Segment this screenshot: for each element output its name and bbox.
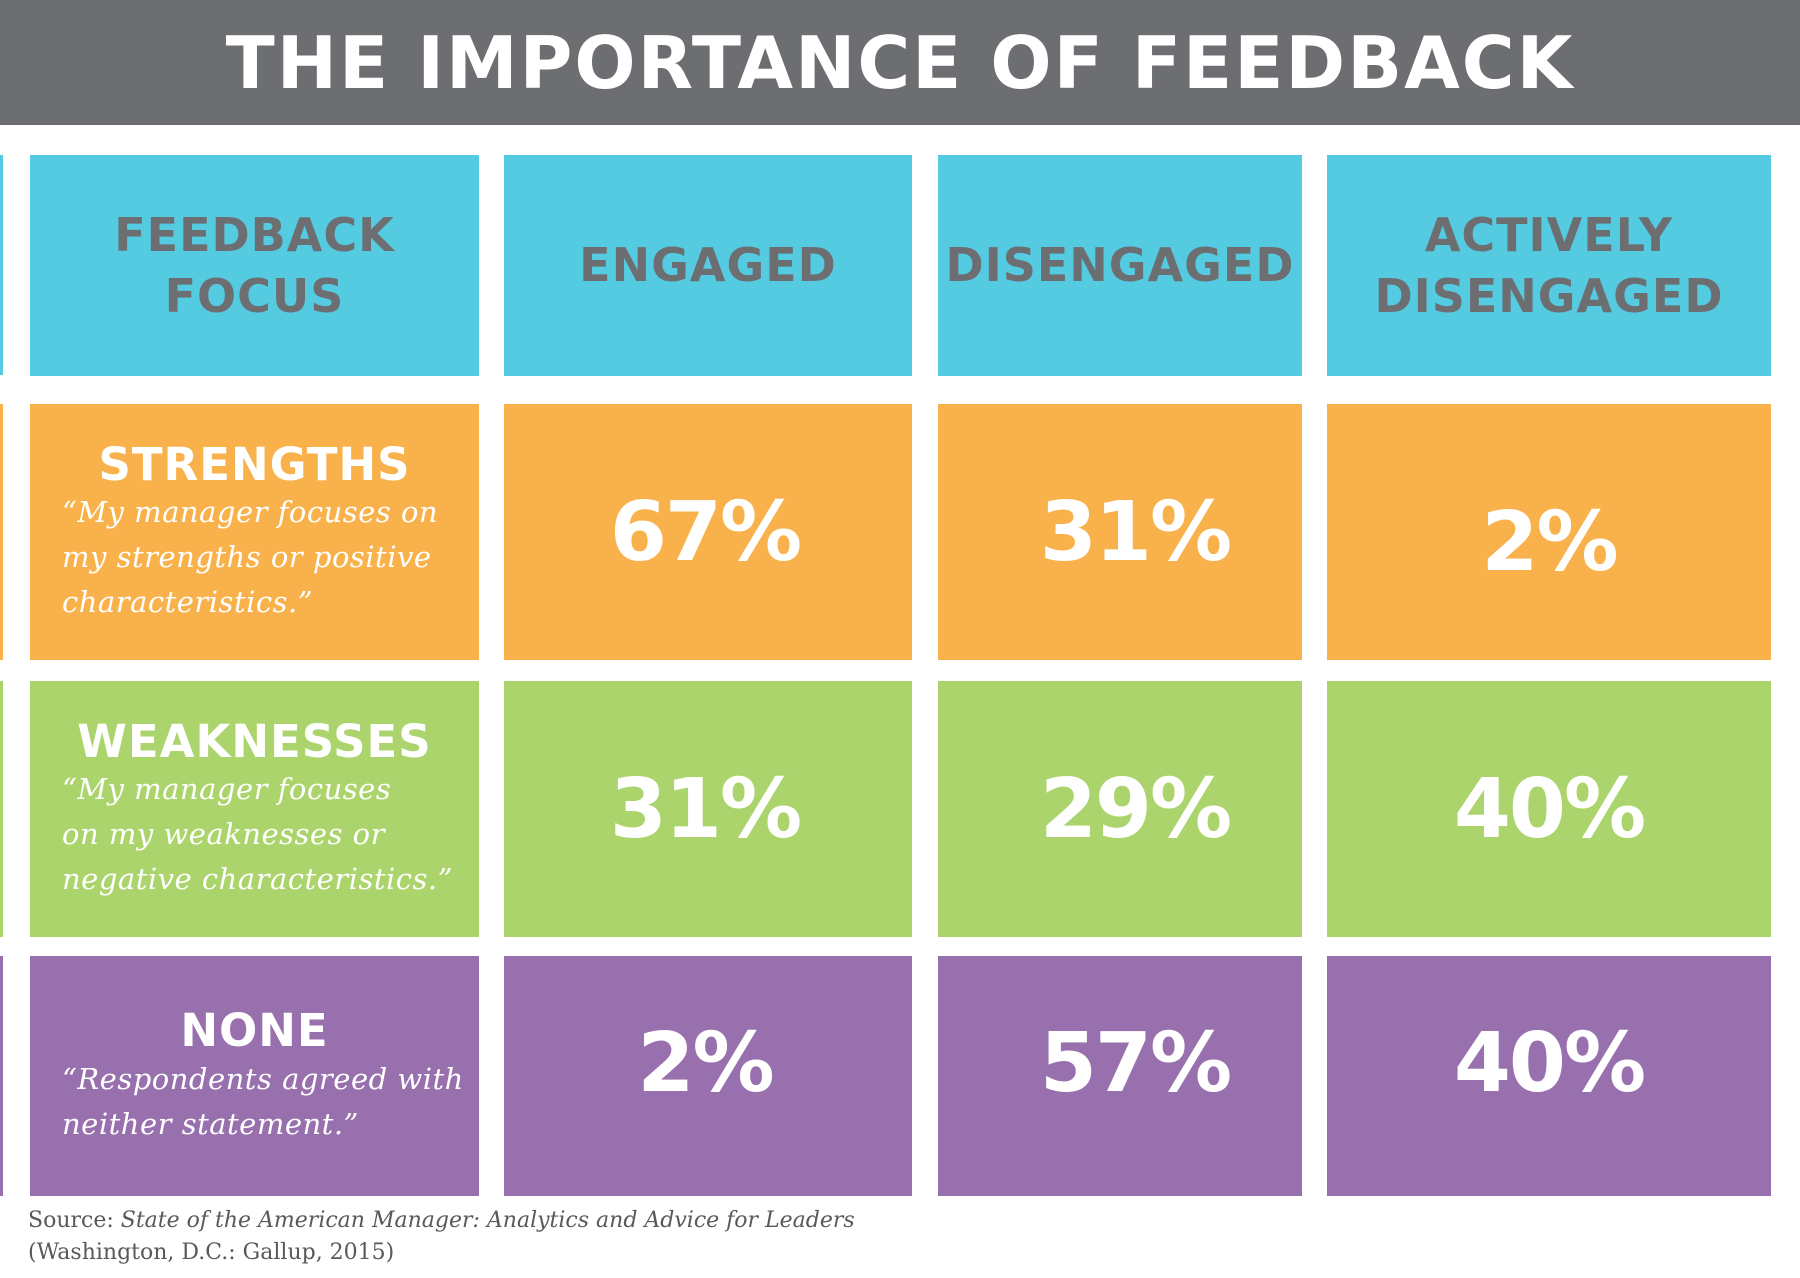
value-weaknesses-disengaged: 29% [938,681,1302,937]
source-prefix: Source: [28,1208,121,1233]
header-actively-disengaged: ACTIVELY DISENGAGED [1327,155,1771,376]
row-title: NONE [180,1004,329,1058]
header-label: FEEDBACK FOCUS [114,207,395,323]
title-bar: THE IMPORTANCE OF FEEDBACK [0,0,1800,125]
source-line-1: Source: State of the American Manager: A… [28,1205,855,1237]
edge-line-strengths [0,404,3,660]
value-weaknesses-engaged: 31% [504,681,912,937]
header-disengaged: DISENGAGED [938,155,1302,376]
header-label: ACTIVELY DISENGAGED [1374,207,1724,323]
header-engaged: ENGAGED [504,155,912,376]
row-label-weaknesses: WEAKNESSES “My manager focuses on my wea… [30,681,479,937]
header-feedback-focus: FEEDBACK FOCUS [30,155,479,376]
value-weaknesses-actively-disengaged: 40% [1327,681,1771,937]
value-strengths-actively-disengaged: 2% [1327,404,1771,660]
source-title: State of the American Manager: Analytics… [120,1208,855,1233]
row-quote: “My manager focuses on my weaknesses or … [62,772,453,897]
row-title: WEAKNESSES [77,714,432,768]
row-label-strengths: STRENGTHS “My manager focuses on my stre… [30,404,479,660]
value-strengths-engaged: 67% [504,404,912,660]
row-title: STRENGTHS [98,437,411,491]
edge-line-header [0,155,3,375]
header-label: ENGAGED [579,238,837,292]
source-citation: Source: State of the American Manager: A… [28,1205,855,1269]
value-none-disengaged: 57% [938,956,1302,1196]
value-none-engaged: 2% [504,956,912,1196]
edge-line-none [0,956,3,1196]
row-quote: “My manager focuses on my strengths or p… [62,495,439,620]
row-label-none: NONE “Respondents agreed with neither st… [30,956,479,1196]
header-label: DISENGAGED [945,238,1295,292]
edge-line-weaknesses [0,681,3,937]
page-title: THE IMPORTANCE OF FEEDBACK [225,20,1575,105]
value-strengths-disengaged: 31% [938,404,1302,660]
source-publisher: (Washington, D.C.: Gallup, 2015) [28,1240,395,1265]
row-quote: “Respondents agreed with neither stateme… [62,1061,464,1141]
value-none-actively-disengaged: 40% [1327,956,1771,1196]
